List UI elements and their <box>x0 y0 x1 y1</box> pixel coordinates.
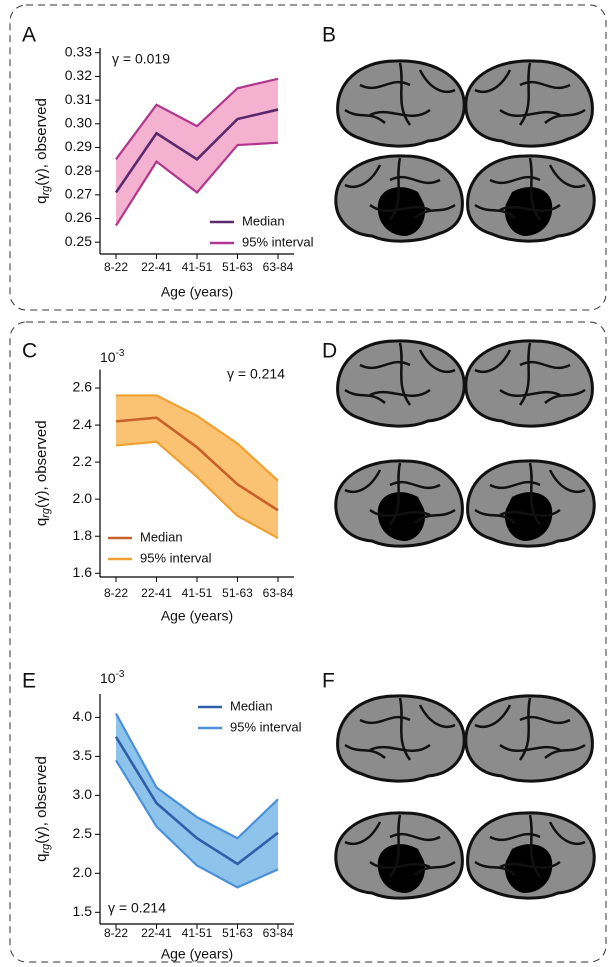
brain <box>468 461 595 546</box>
x-tick-label: 63-84 <box>263 926 294 940</box>
axis-scale-exp: -3 <box>116 348 125 359</box>
y-tick-label: 0.27 <box>65 186 92 202</box>
panel-letter: E <box>22 670 36 693</box>
x-axis-title: Age (years) <box>161 946 233 962</box>
axis-scale-base: 10 <box>100 349 116 365</box>
axis-scale-exp: -3 <box>116 669 125 680</box>
legend-label: 95% interval <box>230 719 302 734</box>
y-axis-title-part: q <box>33 518 50 526</box>
axis-scale-base: 10 <box>100 670 116 686</box>
panel-letter: C <box>22 340 37 363</box>
y-tick-label: 0.31 <box>65 91 92 107</box>
x-tick-label: 51-63 <box>222 586 253 600</box>
y-axis-title: qrg(γ), observed <box>33 756 52 862</box>
panel-letter: B <box>322 24 336 47</box>
brain <box>468 156 595 241</box>
y-tick-label: 3.0 <box>73 786 93 802</box>
y-axis-title: qrg(γ), observed <box>33 98 52 204</box>
y-tick-label: 0.28 <box>65 162 92 178</box>
y-tick-label: 0.30 <box>65 114 92 130</box>
y-tick-label: 0.26 <box>65 209 92 225</box>
x-tick-label: 63-84 <box>263 260 294 274</box>
y-tick-label: 2.0 <box>73 490 93 506</box>
brain <box>338 696 465 781</box>
legend-label: Median <box>230 698 273 713</box>
y-axis-title: qrg(γ), observed <box>33 420 52 526</box>
y-tick-label: 0.33 <box>65 43 92 59</box>
y-axis-title-part: q <box>33 195 50 203</box>
annotation: γ = 0.214 <box>108 900 166 916</box>
axis-scale: 10-3 <box>100 348 125 365</box>
interval-band <box>116 79 278 226</box>
figure: A B C D E F 0.25 0.26 0.27 0.28 0.29 0.30 0.31… <box>0 0 611 967</box>
y-tick-label: 1.5 <box>73 903 93 919</box>
x-tick-label: 22-41 <box>141 260 172 274</box>
y-tick-label: 1.8 <box>73 527 93 543</box>
axis-scale: 10-3 <box>100 669 125 686</box>
brain <box>466 696 593 781</box>
x-tick-label: 51-63 <box>222 260 253 274</box>
brain <box>336 813 463 898</box>
y-tick-label: 2.0 <box>73 864 93 880</box>
annotation: γ = 0.214 <box>227 366 285 382</box>
y-tick-label: 2.4 <box>73 416 93 432</box>
x-tick-label: 22-41 <box>141 586 172 600</box>
y-axis-title-part: (γ), observed <box>33 756 50 844</box>
x-tick-label: 41-51 <box>182 926 213 940</box>
y-axis-title-part: (γ), observed <box>33 420 50 508</box>
y-tick-label: 3.5 <box>73 747 93 763</box>
x-tick-label: 51-63 <box>222 926 253 940</box>
x-axis-title: Age (years) <box>161 608 233 624</box>
x-tick-label: 8-22 <box>104 586 128 600</box>
y-axis-title-part: q <box>33 853 50 861</box>
legend-label: Median <box>242 213 285 228</box>
brain <box>468 813 595 898</box>
y-tick-label: 2.6 <box>73 379 93 395</box>
brain <box>466 61 593 146</box>
legend-label: 95% interval <box>140 550 212 565</box>
panel-letter: D <box>322 340 337 363</box>
x-tick-label: 63-84 <box>263 586 294 600</box>
y-tick-label: 0.29 <box>65 138 92 154</box>
y-tick-label: 0.25 <box>65 233 92 249</box>
x-tick-label: 41-51 <box>182 586 213 600</box>
annotation: γ = 0.019 <box>112 51 170 67</box>
brain <box>336 461 463 546</box>
y-axis-title-part: (γ), observed <box>33 98 50 186</box>
y-tick-label: 1.6 <box>73 564 93 580</box>
y-tick-label: 2.2 <box>73 453 93 469</box>
brain <box>336 156 463 241</box>
legend-label: 95% interval <box>242 234 314 249</box>
legend-label: Median <box>140 529 183 544</box>
x-tick-label: 41-51 <box>182 260 213 274</box>
y-tick-label: 0.32 <box>65 67 92 83</box>
panel-letter: A <box>22 24 36 47</box>
x-axis-title: Age (years) <box>161 284 233 300</box>
y-tick-label: 4.0 <box>73 708 93 724</box>
brain <box>466 341 593 426</box>
x-tick-label: 8-22 <box>104 260 128 274</box>
brain <box>338 341 465 426</box>
panel-letter: F <box>322 670 335 693</box>
x-tick-label: 8-22 <box>104 926 128 940</box>
y-tick-label: 2.5 <box>73 825 93 841</box>
x-tick-label: 22-41 <box>141 926 172 940</box>
brain <box>338 61 465 146</box>
